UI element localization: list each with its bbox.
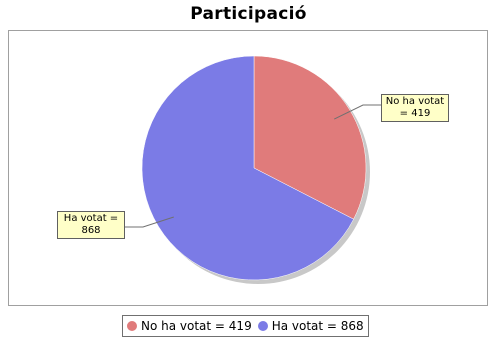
legend-label-ha-votat: Ha votat = 868 xyxy=(271,319,364,333)
legend-swatch-ha-votat xyxy=(257,321,268,331)
slice-label-ha-votat: Ha votat = 868 xyxy=(57,211,125,239)
leader-line-ha-votat xyxy=(125,216,174,228)
legend-swatch-no-ha-votat xyxy=(127,321,137,331)
legend-item-no-ha-votat: No ha votat = 419 xyxy=(127,319,252,333)
legend-label-no-ha-votat: No ha votat = 419 xyxy=(141,319,252,333)
chart-title: Participació xyxy=(190,4,307,24)
legend: No ha votat = 419 Ha votat = 868 xyxy=(122,315,369,337)
legend-item-ha-votat: Ha votat = 868 xyxy=(257,319,364,333)
slice-label-no-ha-votat: No ha votat = 419 xyxy=(381,94,449,122)
pie-slice-ha-votat xyxy=(141,55,354,281)
pie-slice-no-ha-votat xyxy=(253,55,367,220)
leader-line-no-ha-votat xyxy=(334,104,381,120)
